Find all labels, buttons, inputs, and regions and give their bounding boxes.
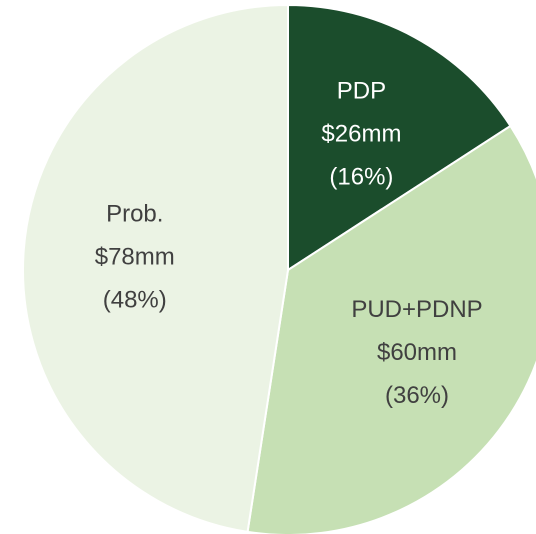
pie-slice bbox=[287, 3, 512, 272]
slice-label: PDP bbox=[337, 77, 386, 104]
value-label: $78mm bbox=[95, 244, 175, 271]
slice-label: PUD+PDNP bbox=[351, 296, 482, 323]
percent-label: (16%) bbox=[329, 163, 393, 190]
value-label: $60mm bbox=[377, 339, 457, 366]
pie-slice bbox=[22, 3, 289, 534]
percent-label: (48%) bbox=[103, 287, 167, 314]
slice-label: Prob. bbox=[106, 201, 163, 228]
percent-label: (36%) bbox=[385, 382, 449, 409]
pie-slice bbox=[246, 124, 536, 534]
value-label: $26mm bbox=[321, 120, 401, 147]
